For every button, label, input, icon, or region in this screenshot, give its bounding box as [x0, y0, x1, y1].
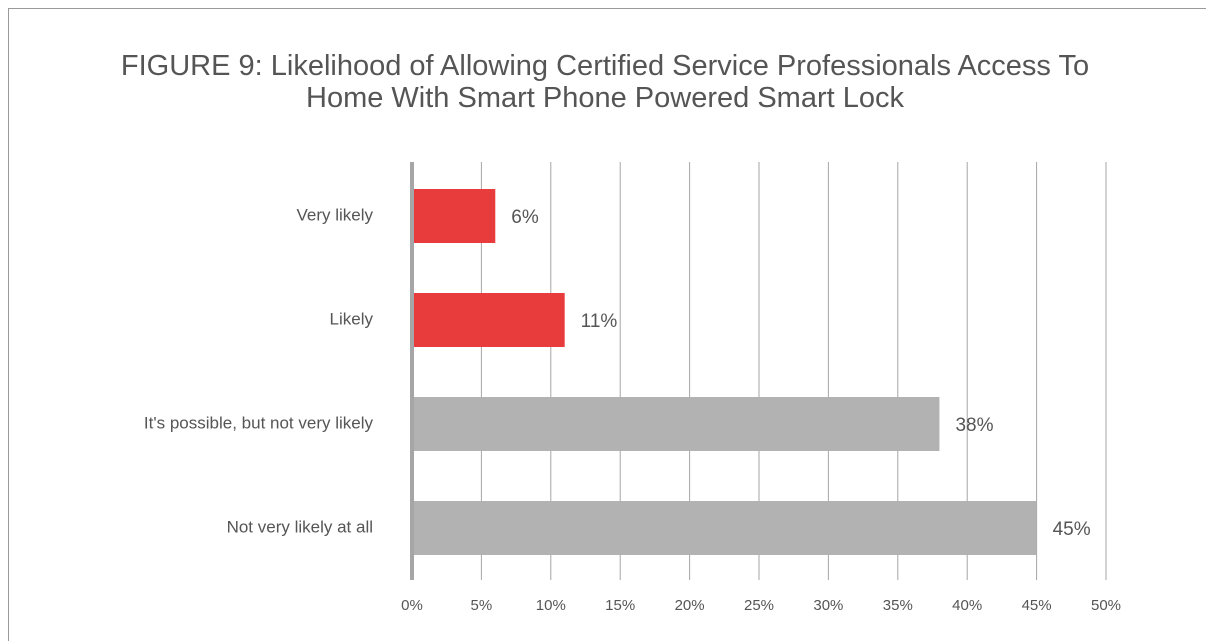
y-tick-label: Very likely: [296, 205, 373, 224]
bar: [412, 293, 565, 347]
value-label: 38%: [955, 415, 993, 436]
x-tick-label: 25%: [744, 597, 774, 614]
x-tick-label: 5%: [471, 597, 493, 614]
x-tick-label: 0%: [401, 597, 423, 614]
x-tick-label: 20%: [675, 597, 705, 614]
x-tick-label: 45%: [1022, 597, 1052, 614]
frame: [8, 8, 1206, 641]
x-tick-label: 10%: [536, 597, 566, 614]
value-label: 45%: [1053, 519, 1091, 540]
x-tick-label: 50%: [1091, 597, 1121, 614]
y-tick-label: Not very likely at all: [227, 517, 373, 536]
x-tick-label: 40%: [952, 597, 982, 614]
y-tick-label: Likely: [330, 309, 374, 328]
value-label: 11%: [581, 311, 618, 332]
bar: [412, 397, 940, 451]
x-tick-label: 30%: [813, 597, 843, 614]
bar: [412, 501, 1037, 555]
x-tick-label: 35%: [883, 597, 913, 614]
y-tick-label: It's possible, but not very likely: [144, 413, 374, 432]
chart-title: FIGURE 9: Likelihood of Allowing Certifi…: [120, 50, 1090, 114]
x-tick-label: 15%: [605, 597, 635, 614]
bar: [412, 189, 496, 243]
value-label: 6%: [511, 207, 539, 228]
